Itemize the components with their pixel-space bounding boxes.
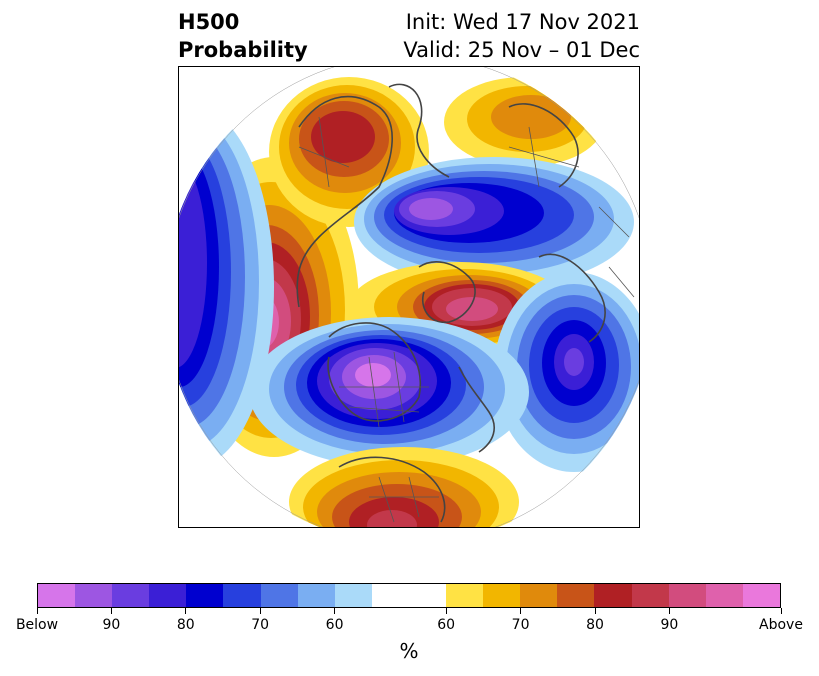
title-variable: H500 (178, 10, 240, 34)
coastlines (296, 83, 606, 523)
borders (298, 116, 635, 523)
colorbar-tick (259, 608, 261, 614)
colorbar-tick-label: 90 (660, 617, 679, 633)
colorbar-unit-label: % (399, 639, 419, 663)
colorbar-swatch (742, 584, 780, 607)
colorbar-swatch (38, 584, 76, 607)
colorbar-swatch (557, 584, 595, 607)
colorbar-tick-label: Above (759, 617, 803, 633)
colorbar-tick (185, 608, 187, 614)
polar-map-svg (179, 67, 639, 527)
east-cold-anomaly (494, 272, 639, 472)
colorbar (37, 583, 781, 608)
northeast-warm-anomaly (444, 77, 604, 167)
colorbar-tick (445, 608, 447, 614)
init-date: Init: Wed 17 Nov 2021 (405, 10, 640, 34)
colorbar-tick-label: Below (15, 617, 59, 633)
colorbar-swatch (223, 584, 261, 607)
colorbar-tick-label: 60 (325, 617, 344, 633)
colorbar-swatch (371, 584, 409, 607)
colorbar-swatch (297, 584, 335, 607)
chart-title: H500 Probability (178, 8, 308, 64)
colorbar-tick (36, 608, 38, 614)
west-cold-band (179, 107, 274, 467)
colorbar-tick-label: 70 (511, 617, 530, 633)
colorbar-swatch (520, 584, 558, 607)
southern-warm-anomaly (289, 447, 519, 527)
colorbar-swatch (668, 584, 706, 607)
colorbar-tick (668, 608, 670, 614)
colorbar-swatch (631, 584, 669, 607)
polar-cold-anomaly (354, 157, 634, 287)
title-product: Probability (178, 38, 308, 62)
colorbar-swatch (446, 584, 484, 607)
colorbar-tick-label: 70 (251, 617, 270, 633)
colorbar-swatch (594, 584, 632, 607)
colorbar-tick (334, 608, 336, 614)
chart-dates: Init: Wed 17 Nov 2021 Valid: 25 Nov – 01… (403, 8, 640, 64)
colorbar-tick-label: 80 (586, 617, 604, 633)
colorbar-tick (110, 608, 112, 614)
colorbar-tick (520, 608, 522, 614)
valid-range: Valid: 25 Nov – 01 Dec (403, 38, 640, 62)
colorbar-tick-label: 90 (102, 617, 121, 633)
colorbar-swatch (408, 584, 447, 607)
colorbar-swatch (334, 584, 372, 607)
colorbar-swatch (186, 584, 224, 607)
colorbar-tick (594, 608, 596, 614)
colorbar-swatch (75, 584, 113, 607)
colorbar-swatch (260, 584, 298, 607)
colorbar-tick (780, 608, 782, 614)
colorbar-swatch (149, 584, 187, 607)
colorbar-tick-label: 80 (176, 617, 195, 633)
colorbar-tick-label: 60 (437, 617, 456, 633)
colorbar-swatch (112, 584, 150, 607)
colorbar-swatch (483, 584, 521, 607)
colorbar-swatch (705, 584, 743, 607)
probability-map (178, 66, 640, 528)
